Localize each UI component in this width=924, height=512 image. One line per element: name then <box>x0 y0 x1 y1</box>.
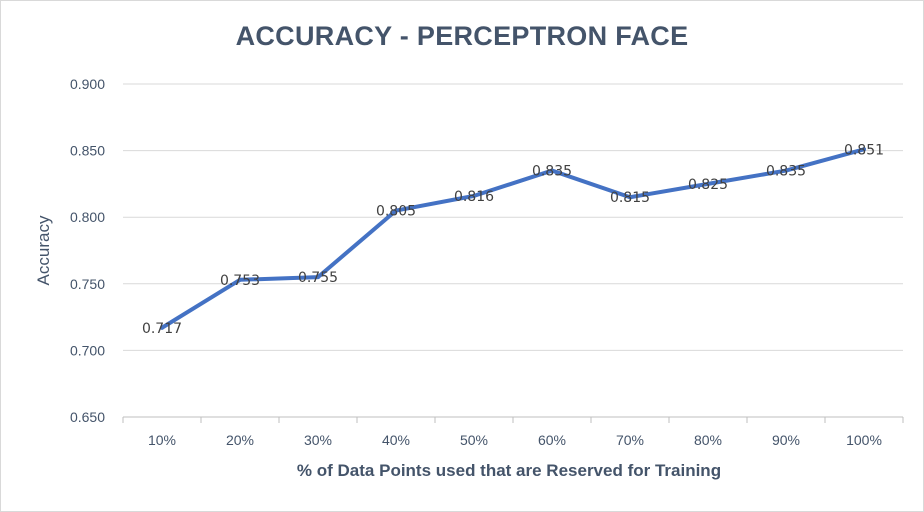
data-label: 0.755 <box>298 270 338 286</box>
y-tick-label: 0.900 <box>70 76 105 92</box>
data-label: 0.825 <box>688 177 728 193</box>
series-line-layer <box>160 147 866 330</box>
data-label: 0.717 <box>142 321 182 337</box>
data-label: 0.835 <box>532 164 572 180</box>
data-point <box>862 147 866 152</box>
x-tick-label: 90% <box>772 432 800 448</box>
data-point <box>628 195 632 200</box>
data-label: 0.815 <box>610 190 650 206</box>
x-tick-label: 80% <box>694 432 722 448</box>
y-tick-label: 0.850 <box>70 143 105 159</box>
data-point <box>550 168 554 173</box>
y-tick-label: 0.700 <box>70 342 105 358</box>
y-tick-label: 0.800 <box>70 209 105 225</box>
data-point <box>706 181 710 186</box>
x-tick-label: 10% <box>148 432 176 448</box>
data-point <box>472 193 476 198</box>
data-label: 0.805 <box>376 204 416 220</box>
x-tick-label: 20% <box>226 432 254 448</box>
data-label: 0.851 <box>844 142 884 158</box>
data-label: 0.816 <box>454 189 494 205</box>
data-point <box>394 208 398 213</box>
gridlines <box>123 83 903 351</box>
data-label: 0.835 <box>766 164 806 180</box>
data-point <box>160 325 164 330</box>
y-tick-label: 0.750 <box>70 276 105 292</box>
data-point <box>316 275 320 280</box>
data-labels: 0.717 0.753 0.755 0.805 0.816 0.835 0.815 0.825… <box>142 142 884 336</box>
x-tick-label: 70% <box>616 432 644 448</box>
chart-title: ACCURACY - PERCEPTRON FACE <box>235 21 689 51</box>
x-tick-label: 100% <box>846 432 882 448</box>
x-axis-title: % of Data Points used that are Reserved … <box>297 461 721 480</box>
x-tick-label: 50% <box>460 432 488 448</box>
x-tick-label: 30% <box>304 432 332 448</box>
y-tick-label: 0.650 <box>70 409 105 425</box>
data-label: 0.753 <box>220 273 260 289</box>
y-axis-title: Accuracy <box>34 215 53 285</box>
series-line <box>160 147 866 330</box>
data-point <box>238 277 242 282</box>
data-point <box>784 168 788 173</box>
axes: 0.650 0.700 0.750 0.800 0.850 0.900 10% 20% 30% 4… <box>70 76 904 448</box>
x-tick-label: 40% <box>382 432 410 448</box>
x-tick-label: 60% <box>538 432 566 448</box>
